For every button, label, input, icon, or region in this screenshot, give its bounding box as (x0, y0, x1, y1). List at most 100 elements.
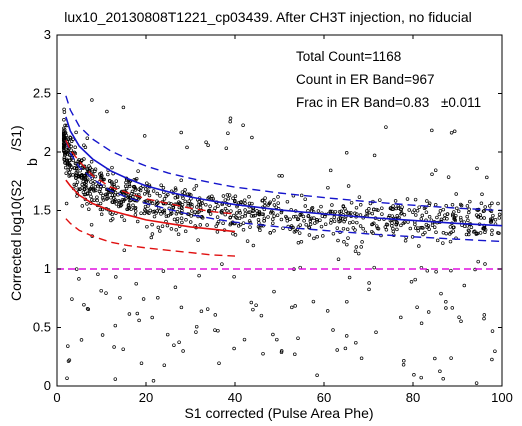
data-point (458, 202, 463, 207)
data-point (427, 227, 431, 231)
data-point (174, 211, 179, 216)
data-point (180, 220, 184, 225)
data-point (148, 208, 152, 213)
data-point (198, 223, 203, 227)
data-point (296, 241, 301, 245)
data-point (74, 130, 78, 135)
data-point (174, 227, 178, 232)
data-point (65, 159, 69, 163)
data-point (74, 167, 79, 171)
data-point (279, 210, 284, 215)
data-point (384, 228, 389, 232)
data-point (74, 183, 78, 187)
data-point (62, 107, 66, 112)
data-point (145, 224, 149, 229)
data-point (109, 218, 113, 223)
data-point (196, 202, 201, 207)
y-tick-label: 3 (44, 27, 51, 42)
data-point (438, 209, 443, 213)
data-point (249, 214, 254, 218)
data-point (478, 231, 483, 235)
data-point (173, 285, 178, 290)
data-point (139, 361, 144, 365)
data-point (83, 184, 88, 189)
data-point (458, 215, 463, 220)
data-point (154, 211, 158, 215)
data-point (221, 194, 226, 198)
data-point (159, 212, 163, 216)
data-point (457, 315, 461, 319)
data-point (343, 206, 347, 211)
data-point (80, 204, 85, 208)
data-point (391, 229, 396, 234)
data-point (467, 232, 471, 237)
data-point (207, 209, 211, 214)
data-point (226, 131, 230, 135)
data-point (110, 193, 115, 197)
data-point (188, 220, 193, 224)
data-point (241, 123, 245, 127)
data-point (190, 209, 194, 213)
data-point (151, 379, 156, 383)
data-point (104, 192, 108, 197)
data-point (150, 232, 155, 236)
data-point (250, 135, 254, 140)
data-point (194, 184, 199, 188)
data-point (130, 189, 135, 194)
data-point (427, 203, 431, 208)
data-point (262, 219, 266, 223)
data-point (409, 280, 414, 284)
data-point (321, 234, 325, 238)
data-point (82, 302, 86, 307)
data-point (291, 215, 296, 219)
data-point (183, 199, 187, 204)
data-point (266, 215, 270, 219)
data-point (135, 311, 140, 316)
data-point (384, 222, 389, 226)
data-point (390, 214, 395, 218)
data-point (367, 207, 371, 211)
data-point (437, 212, 442, 217)
data-point (93, 188, 98, 193)
data-point (423, 230, 427, 235)
data-point (93, 184, 98, 189)
y-tick-label: 1 (44, 261, 51, 276)
data-point (80, 182, 84, 187)
data-point (355, 212, 359, 216)
data-point (133, 206, 138, 210)
data-point (93, 169, 97, 173)
data-point (100, 333, 105, 337)
data-point (288, 217, 292, 221)
data-point (413, 222, 417, 227)
nr-band-upper (65, 140, 236, 215)
data-point (234, 211, 239, 215)
data-point (169, 227, 174, 231)
data-point (367, 281, 371, 285)
data-point (482, 316, 486, 321)
x-tick-label: 80 (406, 390, 420, 405)
data-point (255, 209, 259, 213)
data-point (347, 211, 351, 215)
data-point (413, 197, 418, 202)
y-tick-label: 0 (44, 378, 51, 393)
data-point (294, 229, 298, 233)
data-point (66, 137, 70, 142)
data-point (445, 212, 450, 216)
data-point (303, 204, 308, 208)
axis-ticks: 0 20 40 60 80 100 0 0.5 1 1.5 2 2.5 3 (33, 27, 513, 405)
data-point (490, 357, 494, 362)
data-point (112, 200, 117, 204)
data-point (127, 184, 132, 189)
data-point (228, 215, 233, 219)
data-point (319, 224, 324, 229)
data-point (81, 166, 85, 170)
data-point (401, 363, 406, 367)
data-point (475, 231, 480, 236)
data-point (452, 225, 456, 230)
data-point (239, 200, 244, 204)
data-point (62, 118, 66, 122)
data-point (342, 240, 346, 244)
data-point (137, 318, 141, 323)
data-point (483, 205, 487, 209)
data-point (62, 145, 66, 150)
